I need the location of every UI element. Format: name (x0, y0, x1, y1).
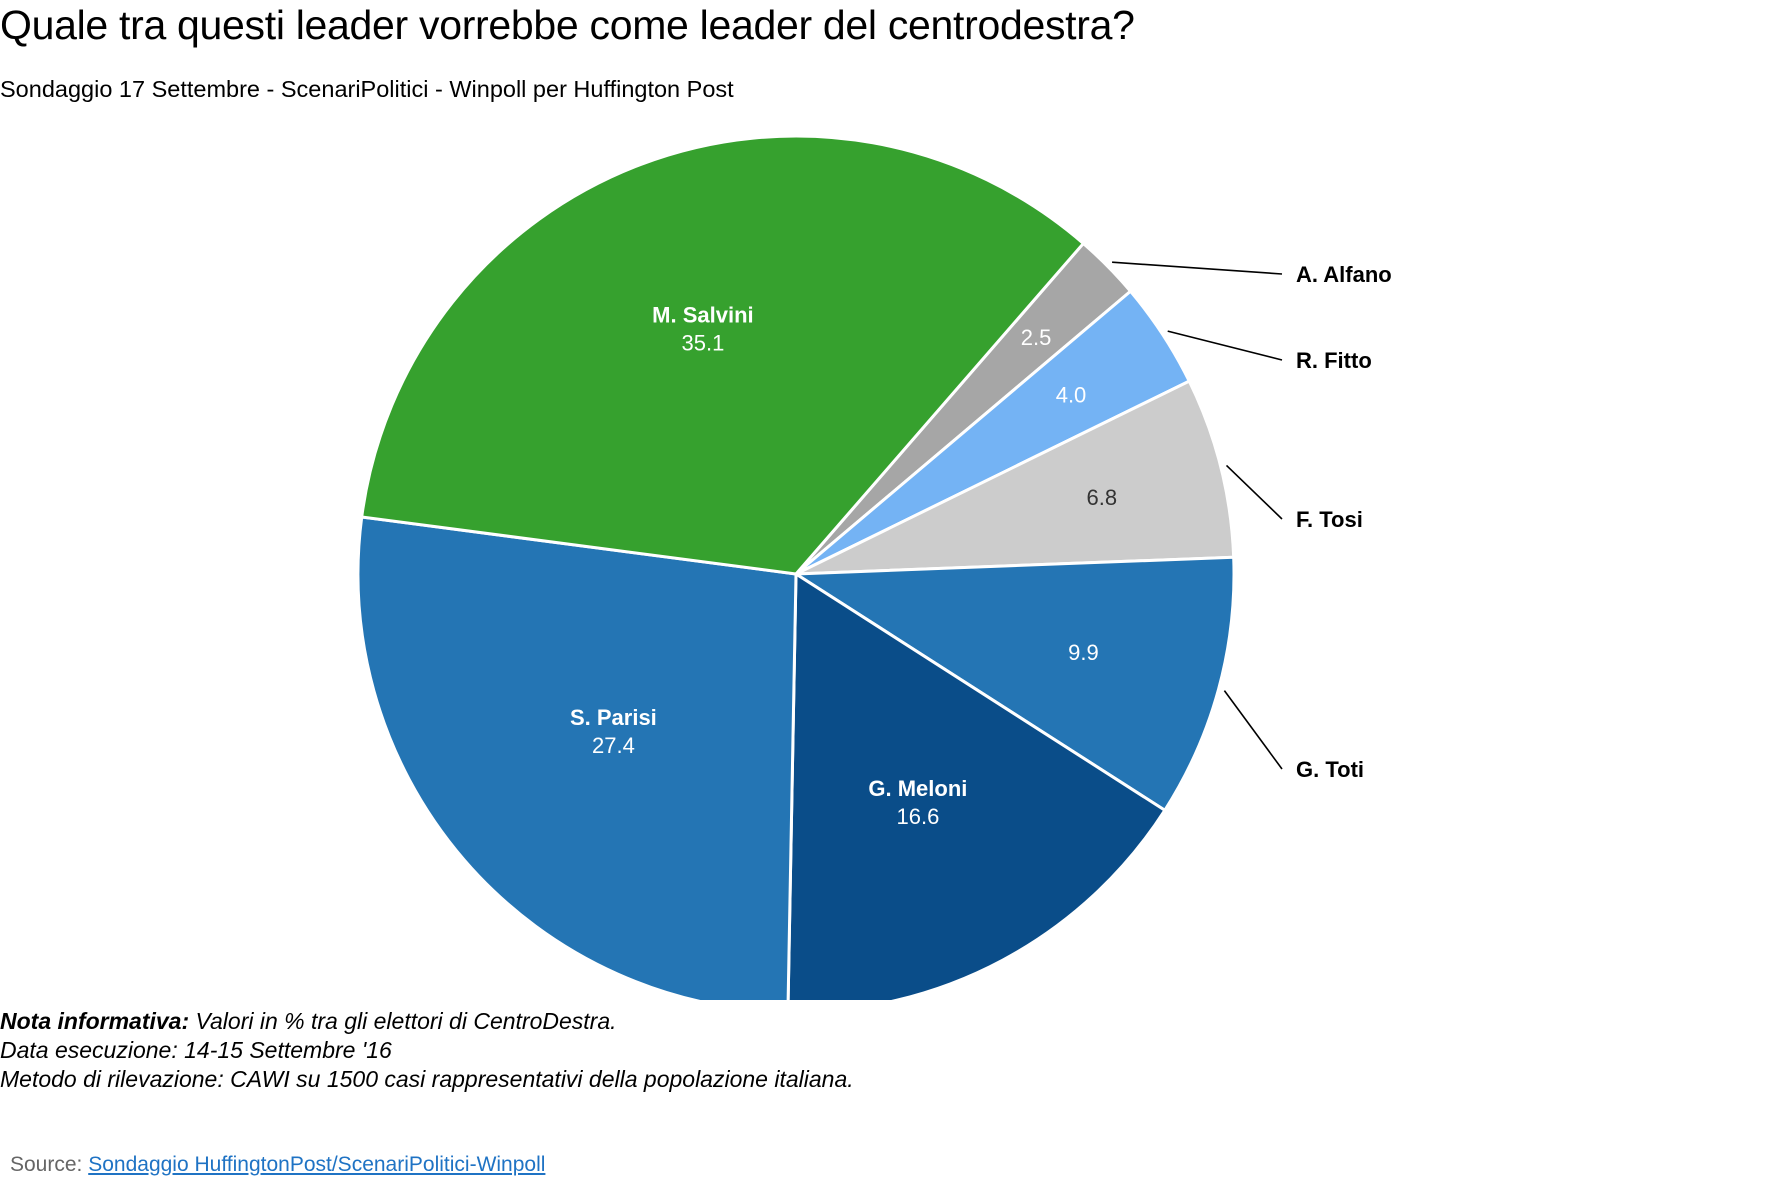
slice-name-label: S. Parisi (570, 705, 657, 730)
callout-label: G. Toti (1296, 757, 1364, 782)
note-line-date: Data esecuzione: 14-15 Settembre '16 (0, 1037, 392, 1063)
callout-label: F. Tosi (1296, 507, 1363, 532)
callout-line (1225, 464, 1283, 520)
callout-line (1167, 330, 1283, 361)
pie-slice-m-salvini (360, 134, 1085, 576)
note-text: Valori in % tra gli elettori di CentroDe… (189, 1008, 617, 1034)
note-label: Nota informativa: (0, 1008, 190, 1034)
slice-value-label: 4.0 (1056, 382, 1087, 407)
pie-slices (356, 134, 1236, 1000)
callout-label: A. Alfano (1296, 262, 1392, 287)
slice-name-label: G. Meloni (868, 776, 967, 801)
slice-value-label: 9.9 (1068, 640, 1099, 665)
note-line-method: Metodo di rilevazione: CAWI su 1500 casi… (0, 1066, 854, 1092)
pie-labels: 2.5 4.0 6.8 9.9 G. Meloni 16.6 S. Parisi 27.4 M.… (570, 302, 1117, 829)
note-line-nota: Nota informativa: Valori in % tra gli el… (0, 1007, 854, 1036)
chart-title: Quale tra questi leader vorrebbe come le… (0, 2, 1135, 48)
chart-subtitle: Sondaggio 17 Settembre - ScenariPolitici… (0, 76, 734, 102)
callout-label: R. Fitto (1296, 348, 1372, 373)
slice-name-label: M. Salvini (652, 302, 753, 327)
pie-chart: A. Alfano R. Fitto F. Tosi G. Toti 2.5 4.0 6.… (356, 134, 1392, 1000)
slice-value-label: 16.6 (896, 804, 939, 829)
slice-value-label: 6.8 (1087, 485, 1118, 510)
pie-slice-s-parisi (356, 515, 798, 1000)
chart-notes: Nota informativa: Valori in % tra gli el… (0, 1007, 854, 1094)
pie-callouts: A. Alfano R. Fitto F. Tosi G. Toti (1112, 261, 1392, 782)
slice-value-label: 2.5 (1021, 325, 1052, 350)
source-prefix: Source: (10, 1153, 89, 1176)
slice-value-label: 27.4 (592, 733, 635, 758)
pie-slice-g-toti (794, 555, 1236, 812)
source-link[interactable]: Sondaggio HuffingtonPost/ScenariPolitici… (88, 1153, 546, 1176)
pie-slice-f-tosi (794, 379, 1236, 576)
pie-slice-g-meloni (786, 572, 1167, 1000)
callout-line (1223, 690, 1283, 770)
slice-value-label: 35.1 (681, 330, 724, 355)
callout-line (1112, 261, 1283, 275)
source-credit: Source: Sondaggio HuffingtonPost/Scenari… (10, 1153, 545, 1177)
